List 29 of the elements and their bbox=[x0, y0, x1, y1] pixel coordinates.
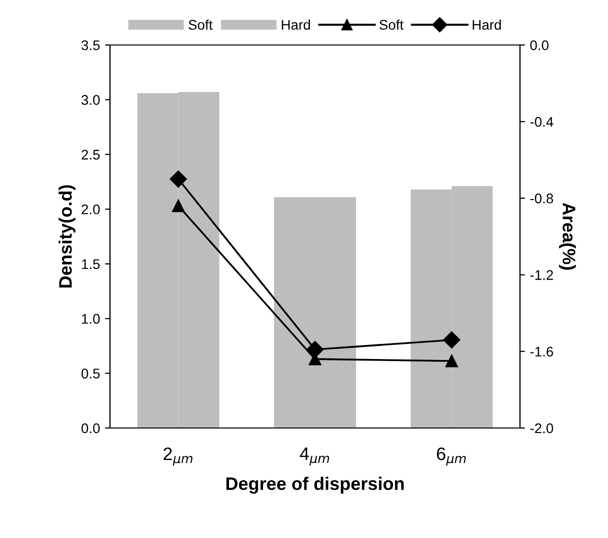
y-tick-label: 0.0 bbox=[82, 423, 100, 434]
y-tick-label: 3.5 bbox=[82, 40, 100, 50]
y2-tick-label: -0.4 bbox=[530, 116, 554, 127]
legend-label: Soft bbox=[188, 20, 213, 30]
y-tick-label: 0.5 bbox=[82, 368, 100, 378]
y-tick-label: 2.0 bbox=[82, 204, 100, 214]
legend-label: Soft bbox=[380, 20, 404, 30]
point bbox=[170, 170, 187, 188]
y-tick-label: 1.5 bbox=[82, 259, 100, 270]
y-tick-label: 2.5 bbox=[82, 150, 100, 160]
y2-tick-label: -1.6 bbox=[530, 346, 554, 357]
point bbox=[443, 331, 460, 348]
y-tick-label: 3.0 bbox=[82, 95, 100, 105]
y-tick-label: 1.0 bbox=[82, 314, 100, 324]
x-axis-title: Degree of dispersion bbox=[226, 476, 404, 494]
y-axis-title: Density(o.d) bbox=[58, 185, 76, 288]
point bbox=[445, 354, 458, 368]
y2-axis-title: Area(%) bbox=[559, 202, 576, 270]
legend-label: Hard bbox=[282, 20, 310, 30]
x-tick-label: 6$_{µm}$ bbox=[436, 447, 466, 466]
y2-tick-label: -2.0 bbox=[530, 423, 554, 434]
x-tick-label: 4$_{µm}$ bbox=[300, 447, 330, 466]
y2-tick-label: -0.8 bbox=[530, 194, 554, 204]
legend-label: Hard bbox=[472, 20, 501, 30]
x-tick-label: 2$_{µm}$ bbox=[164, 447, 192, 466]
y2-tick-label: 0.0 bbox=[530, 40, 548, 50]
point bbox=[172, 200, 185, 212]
point bbox=[306, 340, 324, 358]
y2-tick-label: -1.2 bbox=[530, 270, 553, 280]
